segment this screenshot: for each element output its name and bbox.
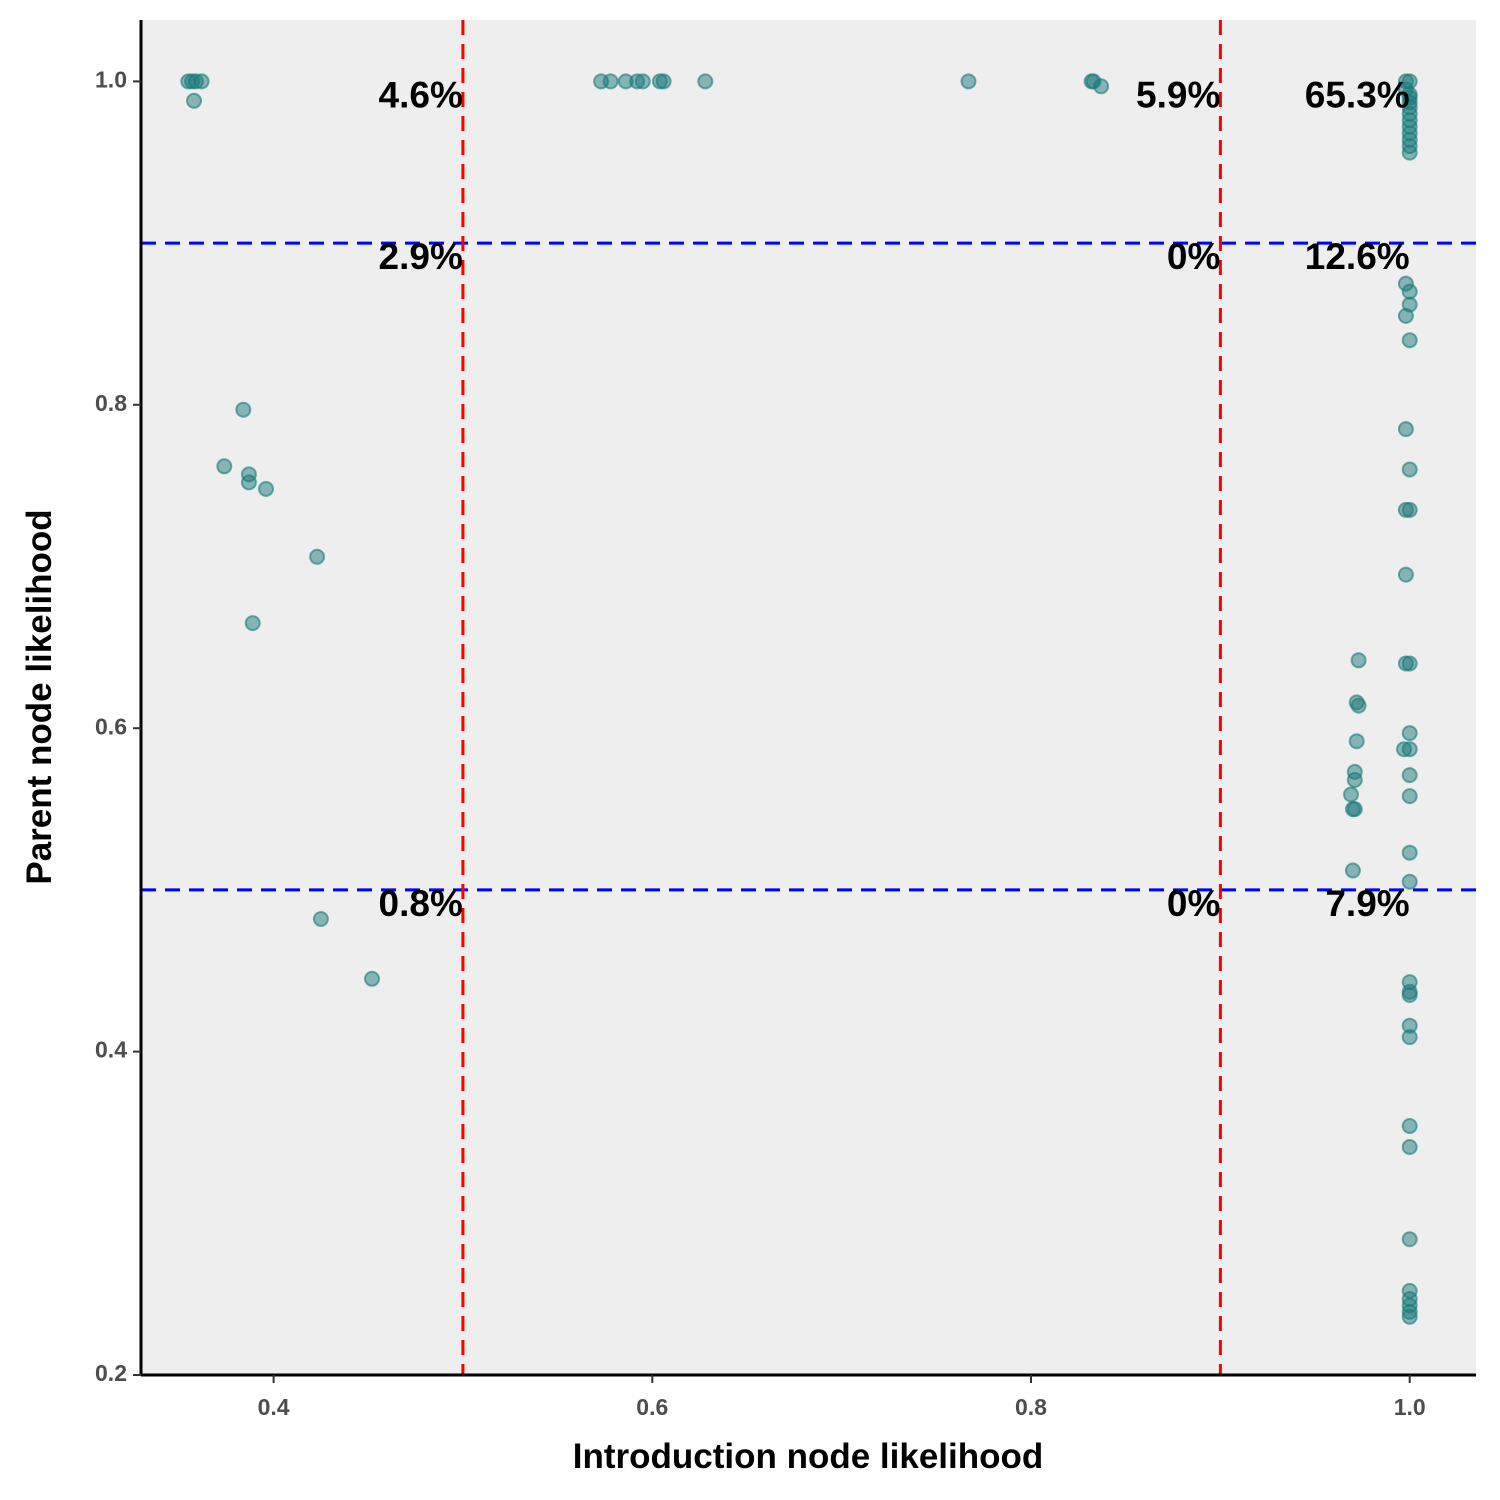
- y-tick-label: 0.6: [95, 713, 127, 739]
- data-point: [193, 73, 210, 90]
- y-axis-title: Parent node likelihood: [20, 509, 59, 884]
- data-point: [634, 73, 651, 90]
- data-point: [1401, 788, 1418, 805]
- points-layer: [180, 73, 1418, 1325]
- data-point: [244, 615, 261, 632]
- data-point: [655, 73, 672, 90]
- data-point: [1401, 873, 1418, 890]
- quadrant-percent-label: 7.9%: [1325, 883, 1409, 924]
- data-point: [1401, 283, 1418, 300]
- data-point: [1401, 144, 1418, 161]
- data-point: [1350, 697, 1367, 714]
- quadrant-percent-label: 5.9%: [1136, 74, 1220, 115]
- data-point: [1348, 733, 1365, 750]
- data-point: [602, 73, 619, 90]
- data-point: [1397, 655, 1414, 672]
- data-point: [1346, 801, 1363, 818]
- x-tick-label: 0.6: [636, 1394, 668, 1420]
- data-point: [309, 548, 326, 565]
- quadrant-percent-label: 0.8%: [379, 883, 463, 924]
- data-point: [1401, 1029, 1418, 1046]
- x-tick-label: 0.8: [1015, 1394, 1047, 1420]
- x-axis-title: Introduction node likelihood: [573, 1437, 1044, 1476]
- data-point: [1343, 786, 1359, 803]
- data-point: [1401, 501, 1418, 518]
- y-tick-label: 0.8: [95, 390, 127, 416]
- data-point: [1401, 1231, 1418, 1248]
- data-point: [1401, 332, 1418, 349]
- x-tick-label: 0.4: [258, 1394, 290, 1420]
- data-point: [1397, 307, 1414, 324]
- data-point: [364, 970, 380, 987]
- percent-labels: 4.6% 5.9% 65.3% 2.9% 0% 12.6% 0.8% 0% 7.9%: [379, 74, 1410, 924]
- y-tick-label: 0.2: [95, 1360, 127, 1386]
- y-axis-ticks: 0.2 0.4 0.6 0.8 1.0: [95, 66, 141, 1386]
- x-tick-label: 1.0: [1394, 1394, 1426, 1420]
- data-point: [312, 911, 329, 927]
- quadrant-percent-label: 0%: [1167, 236, 1220, 277]
- data-point: [1401, 987, 1418, 1003]
- y-tick-label: 0.4: [95, 1037, 127, 1063]
- data-point: [1401, 741, 1418, 758]
- data-point: [1093, 78, 1110, 95]
- quadrant-percent-label: 2.9%: [379, 236, 463, 277]
- data-point: [1397, 566, 1414, 583]
- data-point: [216, 458, 233, 475]
- data-point: [1401, 1118, 1418, 1134]
- quadrant-percent-label: 65.3%: [1305, 74, 1410, 115]
- data-point: [1401, 1308, 1418, 1325]
- data-point: [1401, 725, 1418, 742]
- data-point: [186, 92, 202, 109]
- y-tick-label: 1.0: [95, 66, 127, 92]
- data-point: [1397, 421, 1414, 438]
- data-point: [1350, 652, 1367, 669]
- data-point: [1401, 461, 1418, 478]
- quadrant-percent-label: 12.6%: [1305, 236, 1410, 277]
- data-point: [1346, 772, 1363, 788]
- data-point: [1401, 1139, 1418, 1155]
- plot-background: [141, 20, 1476, 1375]
- data-point: [258, 480, 274, 497]
- data-point: [1344, 862, 1361, 879]
- quadrant-percent-label: 4.6%: [379, 74, 463, 115]
- reference-lines: [141, 20, 1476, 1375]
- data-point: [1401, 844, 1418, 861]
- data-point: [240, 474, 257, 491]
- data-point: [235, 401, 252, 418]
- data-point: [1401, 767, 1418, 784]
- quadrant-percent-label: 0%: [1167, 883, 1220, 924]
- x-axis-ticks: 0.4 0.6 0.8 1.0: [258, 1375, 1426, 1420]
- data-point: [697, 73, 714, 90]
- data-point: [960, 73, 977, 90]
